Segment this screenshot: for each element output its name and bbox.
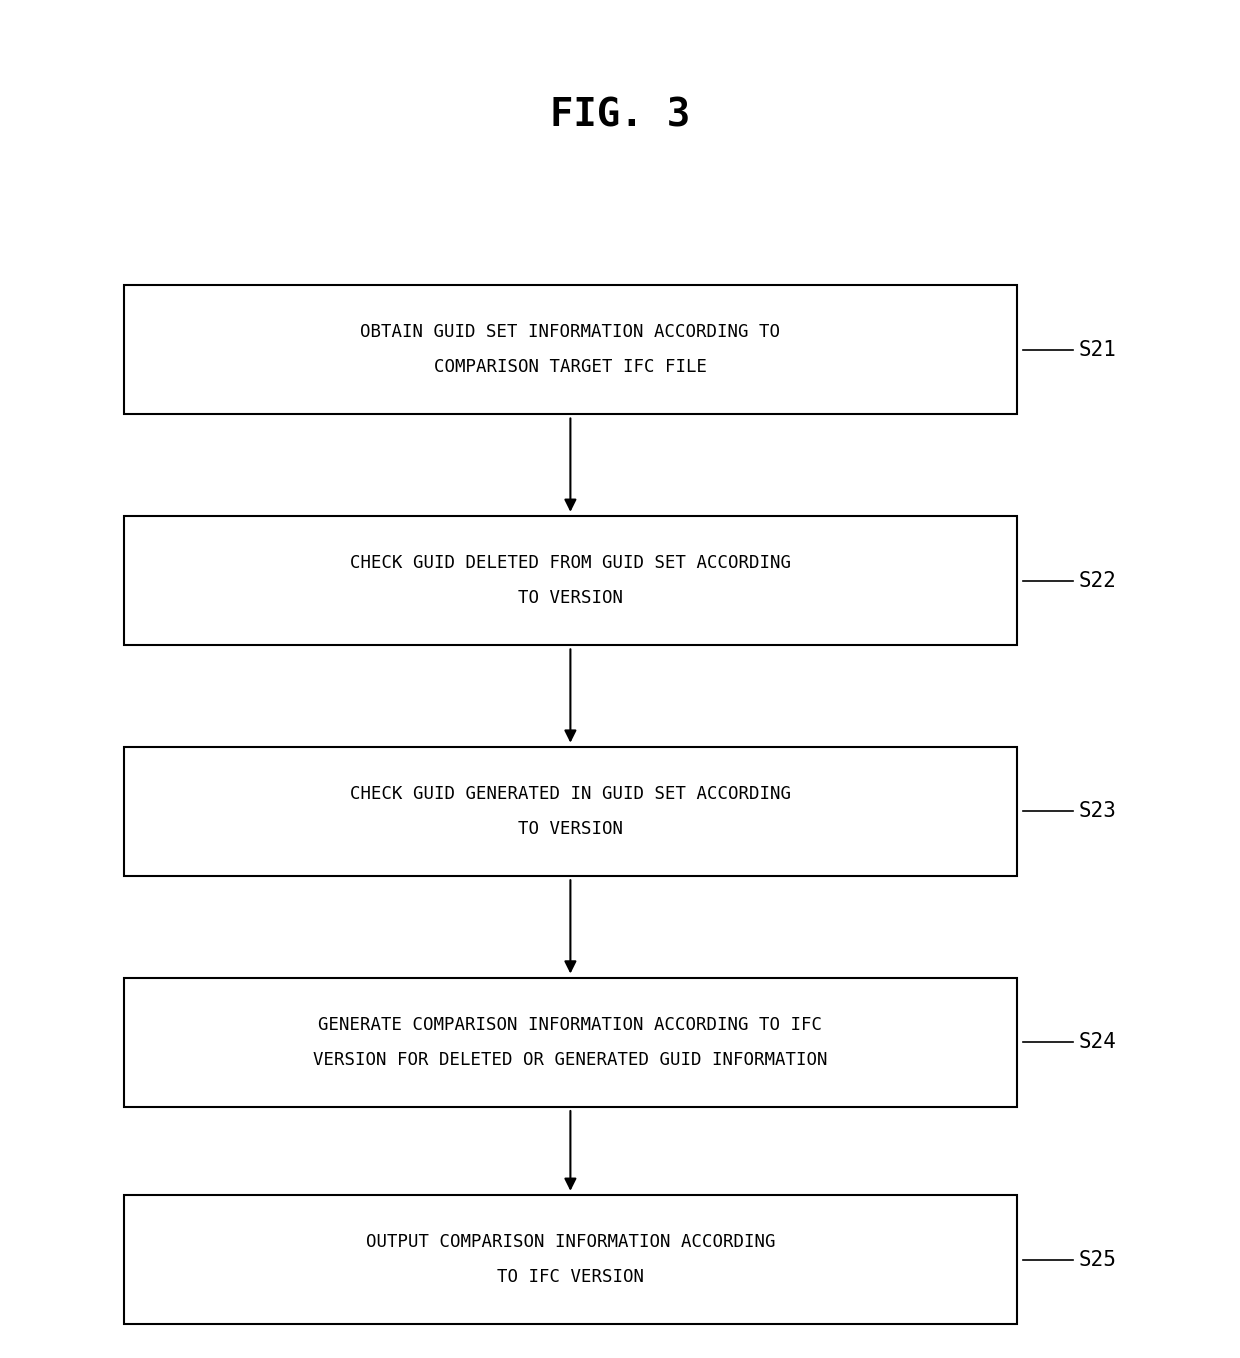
Text: TO IFC VERSION: TO IFC VERSION [497, 1268, 644, 1286]
Text: CHECK GUID DELETED FROM GUID SET ACCORDING: CHECK GUID DELETED FROM GUID SET ACCORDI… [350, 554, 791, 572]
Text: TO VERSION: TO VERSION [518, 820, 622, 838]
Text: S23: S23 [1079, 801, 1117, 822]
Text: S21: S21 [1079, 340, 1117, 360]
FancyBboxPatch shape [124, 978, 1017, 1107]
Text: COMPARISON TARGET IFC FILE: COMPARISON TARGET IFC FILE [434, 359, 707, 376]
FancyBboxPatch shape [124, 285, 1017, 414]
Text: FIG. 3: FIG. 3 [549, 96, 691, 134]
Text: CHECK GUID GENERATED IN GUID SET ACCORDING: CHECK GUID GENERATED IN GUID SET ACCORDI… [350, 785, 791, 803]
Text: OUTPUT COMPARISON INFORMATION ACCORDING: OUTPUT COMPARISON INFORMATION ACCORDING [366, 1233, 775, 1251]
Text: S25: S25 [1079, 1249, 1117, 1270]
FancyBboxPatch shape [124, 1195, 1017, 1324]
Text: S24: S24 [1079, 1032, 1117, 1052]
Text: OBTAIN GUID SET INFORMATION ACCORDING TO: OBTAIN GUID SET INFORMATION ACCORDING TO [361, 323, 780, 341]
FancyBboxPatch shape [124, 747, 1017, 876]
Text: GENERATE COMPARISON INFORMATION ACCORDING TO IFC: GENERATE COMPARISON INFORMATION ACCORDIN… [319, 1016, 822, 1033]
FancyBboxPatch shape [124, 516, 1017, 645]
Text: VERSION FOR DELETED OR GENERATED GUID INFORMATION: VERSION FOR DELETED OR GENERATED GUID IN… [314, 1051, 827, 1069]
Text: S22: S22 [1079, 570, 1117, 591]
Text: TO VERSION: TO VERSION [518, 589, 622, 607]
